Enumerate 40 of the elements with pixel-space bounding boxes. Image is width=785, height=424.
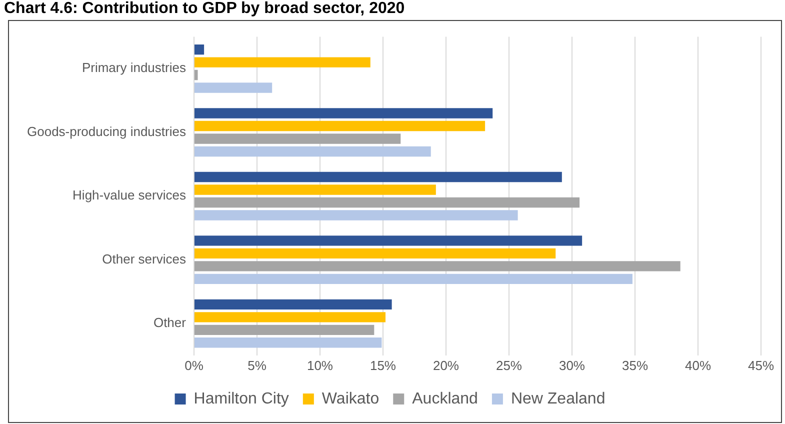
x-tick-label: 40% [684,358,712,373]
bar [194,146,431,157]
bar [194,44,204,55]
bar [194,82,272,93]
x-tick-label: 45% [748,358,774,373]
bar [194,274,632,284]
bar [194,57,370,68]
bar [194,261,680,272]
bar [194,70,198,80]
bar [194,248,556,259]
legend-label: Hamilton City [194,390,289,408]
bar [194,184,436,195]
bar [194,108,493,118]
chart-title: Chart 4.6: Contribution to GDP by broad sector, 2020 [4,0,405,18]
bar [194,324,374,336]
x-tick-label: 10% [306,358,334,373]
bar [194,197,580,208]
bar [194,210,518,220]
x-tick-label: 0% [184,358,204,373]
bar [194,338,382,348]
y-tick-label: Other [153,315,187,330]
bar [194,299,392,310]
bar [194,134,401,144]
x-tick-label: 30% [558,358,586,373]
x-tick-label: 20% [432,358,460,373]
x-tick-label: 5% [248,358,267,373]
legend-label: Waikato [322,390,380,408]
y-tick-label: Other services [102,251,186,266]
legend-label: New Zealand [510,390,606,408]
legend-label: Auckland [412,390,478,408]
x-tick-label: 25% [496,358,522,373]
y-tick-label: Goods-producing industries [26,124,186,139]
x-tick-label: 15% [370,358,396,373]
x-tick-label: 35% [622,358,648,373]
y-tick-label: High-value services [72,188,186,203]
bar [194,312,386,322]
bar [194,172,562,182]
y-tick-label: Primary industries [82,60,186,76]
bar [194,236,582,246]
bar [194,120,486,132]
